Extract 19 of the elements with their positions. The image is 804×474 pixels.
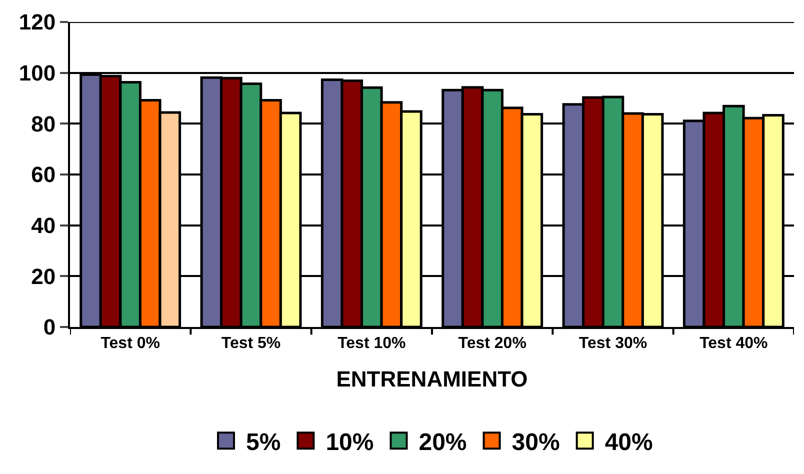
legend-label: 20%	[418, 428, 467, 456]
x-tick-label: Test 40%	[700, 335, 768, 352]
x-tick-label: Test 0%	[100, 335, 160, 352]
y-tick-label: 40	[31, 213, 56, 238]
y-tick-label: 80	[31, 111, 56, 136]
y-tick-label: 20	[31, 264, 56, 289]
x-tick-label: Test 5%	[221, 335, 281, 352]
legend-label: 5%	[246, 428, 281, 456]
x-tick-label: Test 10%	[338, 335, 406, 352]
y-tick-label: 100	[18, 60, 56, 86]
legend-label: 10%	[326, 428, 374, 456]
legend-label: 40%	[604, 428, 653, 456]
y-tick-label: 0	[43, 314, 56, 340]
legend-label: 30%	[512, 428, 560, 456]
x-axis-title: ENTRENAMIENTO	[336, 366, 528, 392]
x-tick-label: Test 30%	[578, 335, 648, 352]
y-tick-label: 120	[18, 10, 56, 35]
y-tick-label: 60	[31, 162, 56, 188]
x-tick-label: Test 20%	[458, 335, 526, 352]
